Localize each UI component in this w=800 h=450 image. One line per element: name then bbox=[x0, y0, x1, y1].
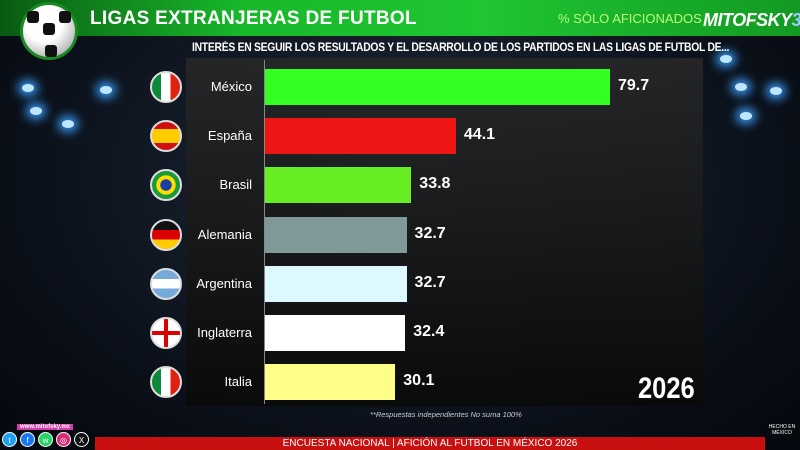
category-label: España bbox=[207, 128, 252, 144]
flag-icon-argentina bbox=[150, 267, 182, 300]
twitter-icon[interactable]: t bbox=[2, 432, 17, 447]
value-label: 30.1 bbox=[403, 372, 435, 390]
soccer-ball-icon bbox=[20, 2, 78, 60]
value-label: 44.1 bbox=[463, 126, 496, 144]
stadium-light-icon bbox=[22, 84, 34, 92]
stadium-light-icon bbox=[62, 120, 74, 128]
value-label: 32.7 bbox=[414, 224, 446, 242]
year-label: 2026 bbox=[638, 372, 695, 405]
footer-bar: ENCUESTA NACIONAL | AFICIÓN AL FUTBOL EN… bbox=[95, 437, 765, 450]
value-label: 32.7 bbox=[414, 273, 446, 291]
flag-icon-méxico bbox=[150, 71, 182, 103]
website-link[interactable]: www.mitofsky.mx bbox=[17, 424, 74, 430]
flag-icon-inglaterra bbox=[150, 317, 182, 349]
stadium-light-icon bbox=[30, 107, 42, 115]
value-label: 32.4 bbox=[413, 323, 445, 340]
bar-argentina bbox=[265, 265, 407, 302]
category-label: México bbox=[210, 79, 252, 94]
header-bar bbox=[0, 0, 800, 36]
x-icon[interactable]: X bbox=[74, 432, 89, 447]
flag-icon-italia bbox=[150, 366, 182, 399]
bar-méxico bbox=[265, 69, 610, 105]
category-label: Brasil bbox=[219, 177, 252, 193]
bar-italia bbox=[265, 364, 396, 401]
page-title: LIGAS EXTRANJERAS DE FUTBOL bbox=[90, 8, 417, 29]
bar-alemania bbox=[265, 216, 407, 253]
category-label: Inglaterra bbox=[197, 325, 252, 340]
bar-brasil bbox=[265, 167, 412, 204]
category-label: Argentina bbox=[196, 275, 252, 291]
category-label: Alemania bbox=[197, 226, 252, 242]
bar-inglaterra bbox=[265, 315, 406, 351]
bar-españa bbox=[265, 118, 456, 155]
mitofsky-logo: MITOFSKY30 bbox=[703, 10, 800, 30]
flag-icon-alemania bbox=[150, 218, 182, 251]
category-label: Italia bbox=[224, 374, 252, 390]
footer-text: ENCUESTA NACIONAL | AFICIÓN AL FUTBOL EN… bbox=[282, 438, 578, 449]
stadium-light-icon bbox=[740, 112, 752, 120]
stadium-light-icon bbox=[735, 83, 747, 91]
stadium-light-icon bbox=[720, 55, 732, 63]
chart-title: INTERÉS EN SEGUIR LOS RESULTADOS Y EL DE… bbox=[192, 42, 730, 54]
stadium-light-icon bbox=[100, 86, 112, 94]
value-label: 33.8 bbox=[419, 175, 451, 193]
flag-icon-españa bbox=[150, 120, 182, 153]
hecho-en-mexico-badge: HECHO EN MÉXICO bbox=[768, 424, 796, 436]
flag-icon-brasil bbox=[150, 169, 182, 202]
whatsapp-icon[interactable]: w bbox=[38, 432, 53, 447]
stadium-light-icon bbox=[770, 87, 782, 95]
value-label: 79.7 bbox=[618, 77, 650, 94]
instagram-icon[interactable]: ◎ bbox=[56, 432, 71, 447]
facebook-icon[interactable]: f bbox=[20, 432, 35, 447]
chart-note: **Respuestas independientes No suma 100% bbox=[370, 410, 522, 419]
y-axis-line bbox=[264, 60, 265, 404]
subtitle: % SÓLO AFICIONADOS bbox=[558, 11, 702, 26]
